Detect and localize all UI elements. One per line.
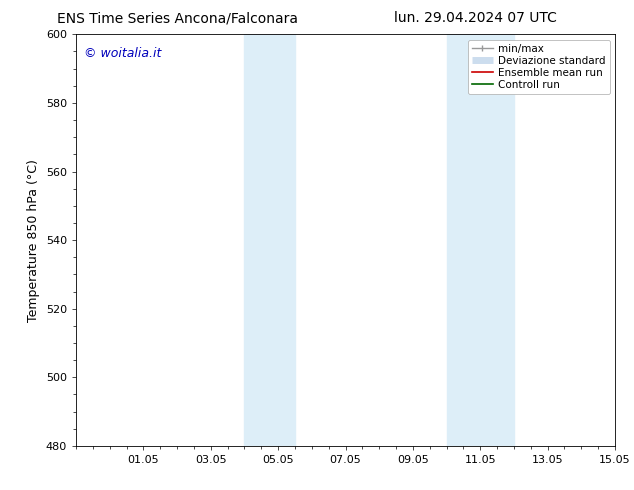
Bar (446, 34, 514, 446)
Text: ENS Time Series Ancona/Falconara: ENS Time Series Ancona/Falconara (57, 11, 298, 25)
Text: © woitalia.it: © woitalia.it (84, 47, 162, 60)
Bar (245, 34, 295, 446)
Text: lun. 29.04.2024 07 UTC: lun. 29.04.2024 07 UTC (394, 11, 557, 25)
Legend: min/max, Deviazione standard, Ensemble mean run, Controll run: min/max, Deviazione standard, Ensemble m… (468, 40, 610, 94)
Y-axis label: Temperature 850 hPa (°C): Temperature 850 hPa (°C) (27, 159, 40, 321)
